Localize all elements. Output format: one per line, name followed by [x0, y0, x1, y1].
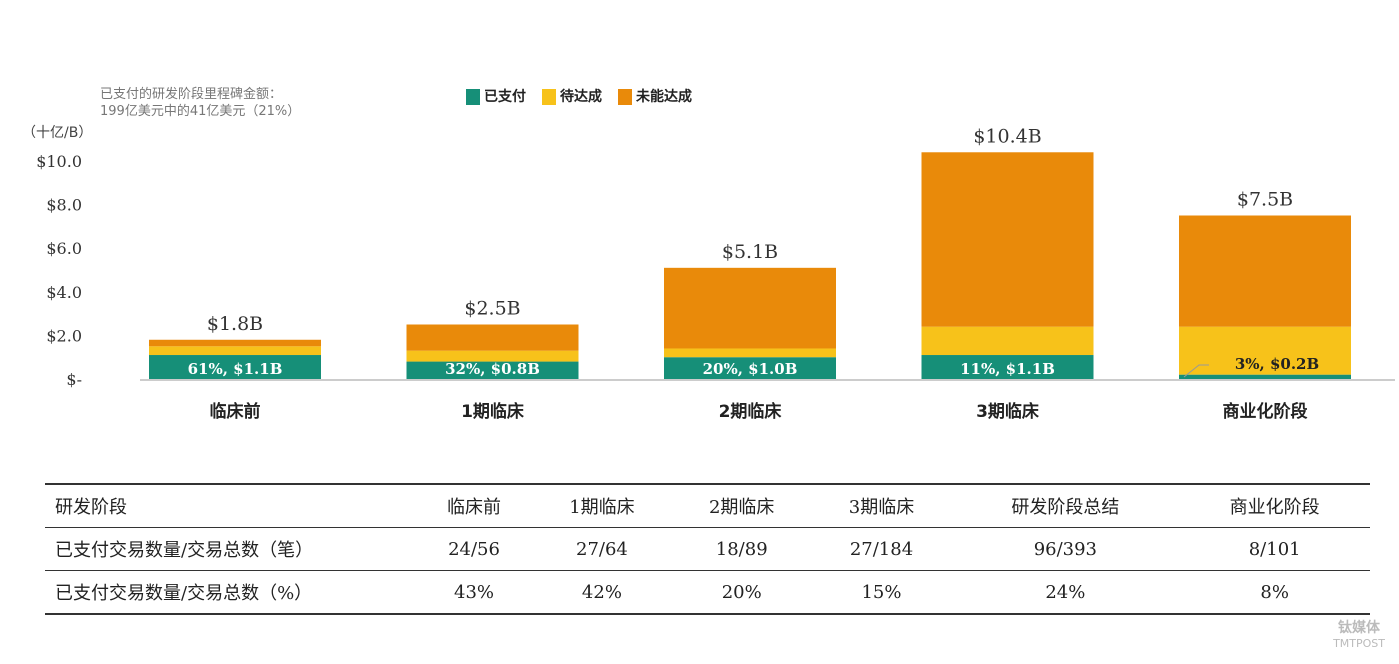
legend-item: 未能达成	[618, 86, 692, 106]
bar-segment	[921, 326, 1094, 356]
table-header-row: 研发阶段 临床前 1期临床 2期临床 3期临床 研发阶段总结 商业化阶段	[45, 483, 1370, 528]
bar-segment	[406, 324, 579, 351]
legend: 已支付 待达成 未能达成	[466, 86, 692, 106]
x-tick-label: 临床前	[210, 401, 261, 422]
bar-segment	[664, 348, 836, 358]
table-cell: 15%	[811, 570, 952, 615]
legend-label: 未能达成	[636, 89, 692, 105]
bar-chart: $10.0 $8.0 $6.0 $4.0 $2.0 $- $1.8B 61%, $1.1B 临床…	[36, 125, 1395, 422]
title-line: 已支付的研发阶段里程碑金额：	[100, 87, 283, 102]
legend-item: 待达成	[542, 86, 602, 106]
legend-label: 已支付	[484, 89, 526, 105]
table-cell: 研发阶段	[45, 483, 416, 528]
subtitle-line: 199亿美元中的41亿美元（21%）	[100, 104, 301, 119]
bar-segment	[149, 339, 321, 347]
table-cell: 27/184	[811, 527, 952, 571]
table-cell: 8%	[1179, 570, 1370, 615]
paid-data-label: 61%, $1.1B	[188, 360, 283, 378]
table-cell: 24/56	[416, 527, 533, 571]
y-axis-unit: （十亿/B）	[22, 125, 93, 141]
bar-segment	[664, 267, 836, 349]
legend-label: 待达成	[560, 89, 602, 105]
bar-segment	[664, 357, 836, 379]
bar-total-label: $2.5B	[464, 298, 520, 320]
paid-data-label: 20%, $1.0B	[703, 360, 798, 378]
table-cell: 18/89	[671, 527, 812, 571]
table-cell: 42%	[532, 570, 672, 615]
y-tick-label: $4.0	[46, 283, 82, 302]
bar-segment	[149, 346, 321, 356]
paid-data-label: 11%, $1.1B	[960, 360, 1055, 378]
table-cell: 2期临床	[671, 483, 812, 528]
bar-segment	[406, 361, 579, 379]
table-cell: 3期临床	[811, 483, 952, 528]
watermark-text: 钛媒体	[1338, 620, 1381, 636]
bar-segment	[406, 350, 579, 362]
bar-segment	[1179, 374, 1351, 379]
table-cell: 临床前	[416, 483, 533, 528]
paid-data-label: 3%, $0.2B	[1235, 355, 1319, 373]
table-cell: 1期临床	[532, 483, 672, 528]
y-tick-label: $6.0	[46, 239, 82, 258]
table-row: 已支付交易数量/交易总数（笔） 24/56 27/64 18/89 27/184 96/3…	[45, 527, 1370, 571]
table-cell: 已支付交易数量/交易总数（%）	[45, 570, 416, 615]
bar-segment	[1179, 215, 1351, 327]
bar-segment	[921, 355, 1094, 379]
bar-segment	[149, 355, 321, 379]
bar-total-label: $10.4B	[973, 125, 1041, 147]
table-cell: 27/64	[532, 527, 672, 571]
table-cell: 24%	[951, 570, 1180, 615]
x-tick-label: 1期临床	[461, 401, 525, 422]
bar-segment	[1179, 326, 1351, 375]
table-cell: 43%	[416, 570, 533, 615]
watermark-sub: TMTPOST	[1333, 637, 1385, 650]
chart-title: 已支付的研发阶段里程碑金额： 199亿美元中的41亿美元（21%）	[100, 86, 300, 120]
legend-swatch	[618, 89, 632, 105]
summary-table: 研发阶段 临床前 1期临床 2期临床 3期临床 研发阶段总结 商业化阶段 已支付交易数量/交…	[45, 483, 1370, 615]
y-tick-label: $8.0	[46, 196, 82, 215]
legend-swatch	[466, 89, 480, 105]
watermark-logo: 钛媒体 TMTPOST	[1333, 617, 1385, 650]
table-cell: 已支付交易数量/交易总数（笔）	[45, 527, 416, 571]
table-cell: 8/101	[1179, 527, 1370, 571]
paid-data-label: 32%, $0.8B	[445, 360, 540, 378]
table-cell: 商业化阶段	[1179, 483, 1370, 528]
y-tick-label: $2.0	[46, 326, 82, 345]
table-cell: 20%	[671, 570, 812, 615]
table-row: 已支付交易数量/交易总数（%） 43% 42% 20% 15% 24% 8%	[45, 570, 1370, 615]
table-cell: 96/393	[951, 527, 1180, 571]
x-tick-label: 商业化阶段	[1223, 401, 1308, 422]
x-tick-label: 3期临床	[976, 401, 1040, 422]
label-leader-line	[1183, 364, 1209, 378]
x-tick-label: 2期临床	[719, 401, 783, 422]
bar-segment	[921, 152, 1094, 327]
y-tick-label: $10.0	[36, 152, 82, 171]
bar-total-label: $7.5B	[1237, 189, 1293, 211]
bar-total-label: $1.8B	[207, 313, 263, 335]
table-cell: 研发阶段总结	[951, 483, 1180, 528]
legend-swatch	[542, 89, 556, 105]
legend-item: 已支付	[466, 86, 526, 106]
y-tick-label: $-	[66, 370, 82, 389]
bar-total-label: $5.1B	[722, 241, 778, 263]
